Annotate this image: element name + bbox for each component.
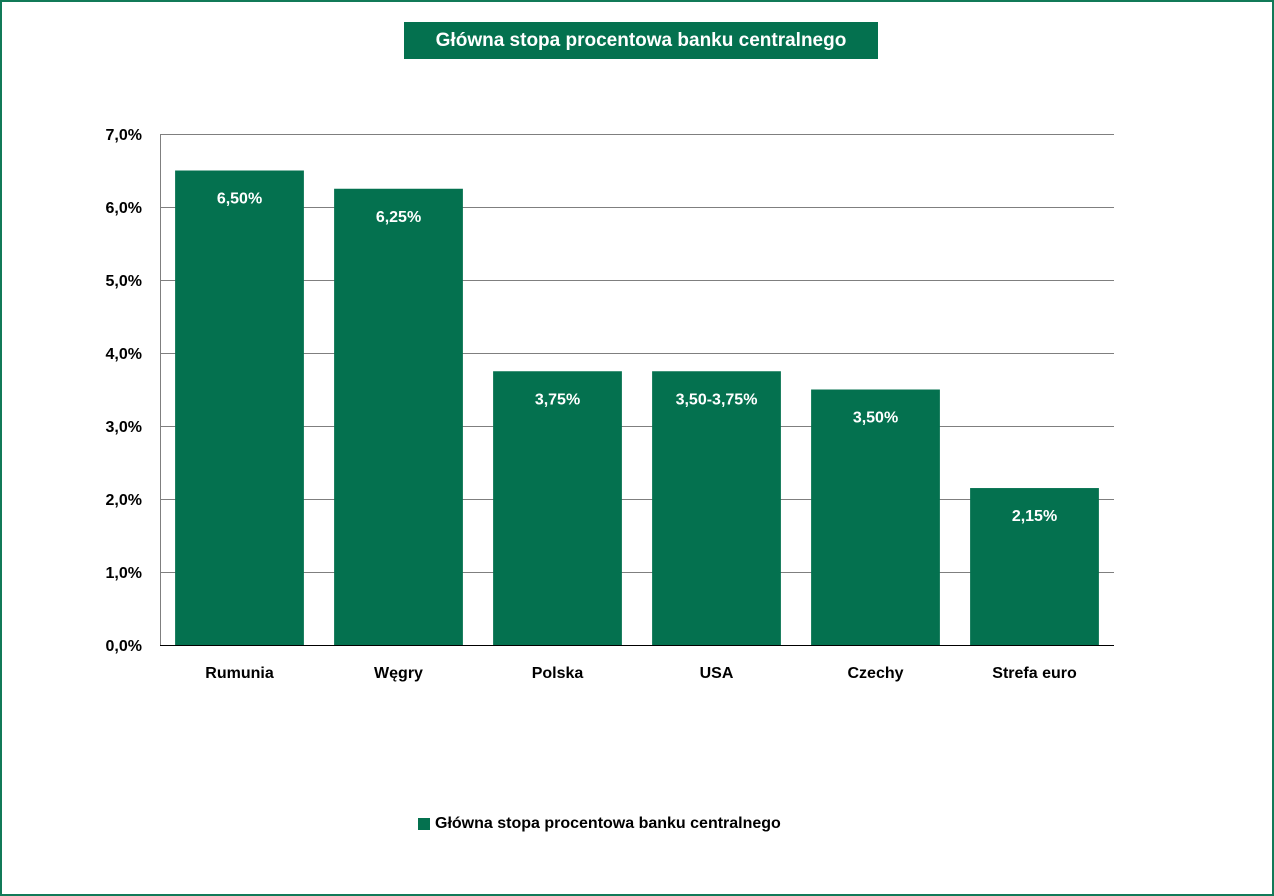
y-tick-label: 6,0% xyxy=(106,200,142,217)
bar-data-label: 3,50% xyxy=(853,410,898,427)
y-tick-label: 4,0% xyxy=(106,346,142,363)
legend: Główna stopa procentowa banku centralneg… xyxy=(418,815,781,833)
bar-data-label: 2,15% xyxy=(1012,508,1057,525)
y-tick-label: 5,0% xyxy=(106,273,142,290)
bar xyxy=(970,488,1099,645)
x-category-label: USA xyxy=(700,665,734,682)
bar-data-label: 6,50% xyxy=(217,191,262,208)
bar xyxy=(811,389,940,645)
bar-data-label: 3,50-3,75% xyxy=(676,391,758,408)
y-tick-label: 0,0% xyxy=(106,638,142,655)
bar-data-label: 3,75% xyxy=(535,391,580,408)
x-category-label: Czechy xyxy=(847,665,903,682)
bar-data-label: 6,25% xyxy=(376,209,421,226)
x-category-label: Polska xyxy=(532,665,584,682)
y-tick-label: 7,0% xyxy=(106,127,142,144)
y-tick-label: 3,0% xyxy=(106,419,142,436)
chart-title: Główna stopa procentowa banku centralneg… xyxy=(404,22,878,59)
y-tick-label: 1,0% xyxy=(106,565,142,582)
bar xyxy=(175,170,304,645)
y-axis-ticks: 0,0% 1,0% 2,0% 3,0% 4,0% 5,0% 6,0% 7,0% xyxy=(106,127,142,655)
legend-swatch xyxy=(418,818,430,830)
x-category-label: Strefa euro xyxy=(992,665,1077,682)
bar xyxy=(493,371,622,645)
bar xyxy=(334,188,463,645)
x-category-label: Węgry xyxy=(374,665,423,682)
x-category-label: Rumunia xyxy=(205,665,274,682)
legend-label: Główna stopa procentowa banku centralneg… xyxy=(435,815,781,832)
bar xyxy=(652,371,781,645)
gridlines xyxy=(160,134,1114,646)
y-tick-label: 2,0% xyxy=(106,492,142,509)
x-axis-categories: Rumunia Węgry Polska USA Czechy Strefa euro xyxy=(205,665,1077,682)
bars: 6,50% 6,25% 3,75% 3,50-3,75% 3,50% 2,15% xyxy=(175,170,1099,645)
